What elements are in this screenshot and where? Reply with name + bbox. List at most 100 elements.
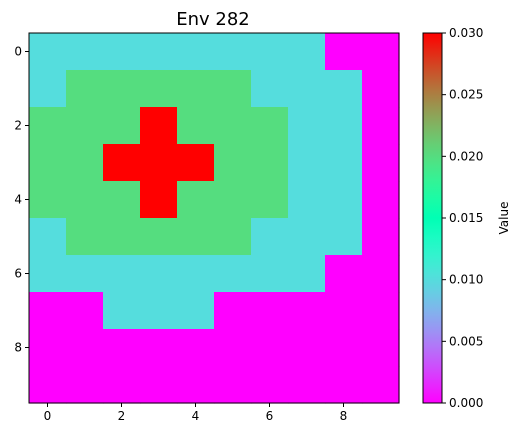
y-tick-label: 0 xyxy=(14,45,22,59)
heatmap-cell xyxy=(177,181,215,219)
y-axis: 0 2 4 6 8 xyxy=(14,45,29,355)
heatmap-cell xyxy=(251,255,289,293)
x-tick-label: 8 xyxy=(340,409,348,423)
heatmap-cell xyxy=(325,292,363,330)
heatmap-cell xyxy=(177,218,215,256)
heatmap-cell xyxy=(325,107,363,145)
heatmap-cell xyxy=(177,33,215,71)
heatmap-cell xyxy=(214,366,252,404)
colorbar xyxy=(422,32,443,404)
heatmap-cell xyxy=(288,107,326,145)
heatmap-cell xyxy=(177,255,215,293)
heatmap-cell xyxy=(362,181,400,219)
heatmap-cells xyxy=(29,33,400,404)
heatmap-cell xyxy=(325,33,363,71)
heatmap-cell xyxy=(325,144,363,182)
heatmap-cell xyxy=(29,366,67,404)
heatmap-cell xyxy=(177,70,215,108)
heatmap-cell xyxy=(103,292,141,330)
heatmap-cell xyxy=(214,292,252,330)
heatmap-cell xyxy=(140,218,178,256)
heatmap-cell xyxy=(362,144,400,182)
heatmap-cell xyxy=(251,366,289,404)
colorbar-tick-label: 0.025 xyxy=(449,88,483,102)
heatmap-cell xyxy=(140,181,178,219)
heatmap-cell xyxy=(214,70,252,108)
heatmap-cell xyxy=(251,107,289,145)
heatmap-cell xyxy=(251,181,289,219)
heatmap-cell xyxy=(288,218,326,256)
heatmap-cell xyxy=(177,107,215,145)
heatmap-cell xyxy=(66,218,104,256)
colorbar-tick-label: 0.000 xyxy=(449,396,483,410)
heatmap-cell xyxy=(29,181,67,219)
colorbar-axis: 0.000 0.005 0.010 0.015 0.020 0.025 0.030 xyxy=(442,26,483,410)
colorbar-tick-label: 0.005 xyxy=(449,334,483,348)
heatmap-cell xyxy=(251,329,289,367)
heatmap-cell xyxy=(362,107,400,145)
heatmap-cell xyxy=(29,255,67,293)
heatmap-cell xyxy=(29,70,67,108)
heatmap-cell xyxy=(140,70,178,108)
heatmap-cell xyxy=(103,33,141,71)
heatmap-cell xyxy=(29,107,67,145)
heatmap-cell xyxy=(362,33,400,71)
heatmap-cell xyxy=(288,366,326,404)
heatmap-cell xyxy=(177,144,215,182)
heatmap-cell xyxy=(288,181,326,219)
heatmap-cell xyxy=(140,107,178,145)
heatmap-cell xyxy=(140,144,178,182)
heatmap-cell xyxy=(251,292,289,330)
y-tick-label: 2 xyxy=(14,119,22,133)
heatmap-cell xyxy=(103,255,141,293)
heatmap-cell xyxy=(140,292,178,330)
heatmap-cell xyxy=(66,255,104,293)
heatmap-cell xyxy=(362,255,400,293)
heatmap-cell xyxy=(29,33,67,71)
y-tick-label: 8 xyxy=(14,341,22,355)
heatmap-cell xyxy=(288,33,326,71)
heatmap-cell xyxy=(66,70,104,108)
colorbar-label: Value xyxy=(497,202,511,235)
heatmap-cell xyxy=(288,329,326,367)
x-axis: 0 2 4 6 8 xyxy=(44,403,348,423)
heatmap-cell xyxy=(214,329,252,367)
heatmap-cell xyxy=(288,255,326,293)
heatmap-cell xyxy=(214,255,252,293)
heatmap-cell xyxy=(325,70,363,108)
heatmap-cell xyxy=(66,144,104,182)
colorbar-tick-label: 0.015 xyxy=(449,211,483,225)
chart-title: Env 282 xyxy=(176,9,250,30)
heatmap-cell xyxy=(103,329,141,367)
heatmap-cell xyxy=(66,329,104,367)
x-tick-label: 2 xyxy=(118,409,126,423)
heatmap-cell xyxy=(140,329,178,367)
heatmap-cell xyxy=(66,33,104,71)
heatmap-cell xyxy=(66,107,104,145)
heatmap-cell xyxy=(362,329,400,367)
heatmap-cell xyxy=(251,144,289,182)
heatmap-cell xyxy=(29,292,67,330)
heatmap-cell xyxy=(103,70,141,108)
heatmap-cell xyxy=(214,107,252,145)
x-tick-label: 0 xyxy=(44,409,52,423)
heatmap-cell xyxy=(288,70,326,108)
colorbar-tick-label: 0.020 xyxy=(449,149,483,163)
colorbar-tick-label: 0.030 xyxy=(449,26,483,40)
heatmap-cell xyxy=(251,70,289,108)
heatmap-cell xyxy=(362,292,400,330)
heatmap-cell xyxy=(288,292,326,330)
heatmap-cell xyxy=(66,292,104,330)
heatmap-cell xyxy=(325,255,363,293)
heatmap-cell xyxy=(140,366,178,404)
heatmap-cell xyxy=(362,218,400,256)
heatmap-cell xyxy=(214,33,252,71)
heatmap-cell xyxy=(103,366,141,404)
heatmap-cell xyxy=(362,70,400,108)
heatmap-cell xyxy=(325,181,363,219)
heatmap-cell xyxy=(177,366,215,404)
heatmap-cell xyxy=(29,144,67,182)
heatmap-cell xyxy=(251,33,289,71)
heatmap-cell xyxy=(140,255,178,293)
